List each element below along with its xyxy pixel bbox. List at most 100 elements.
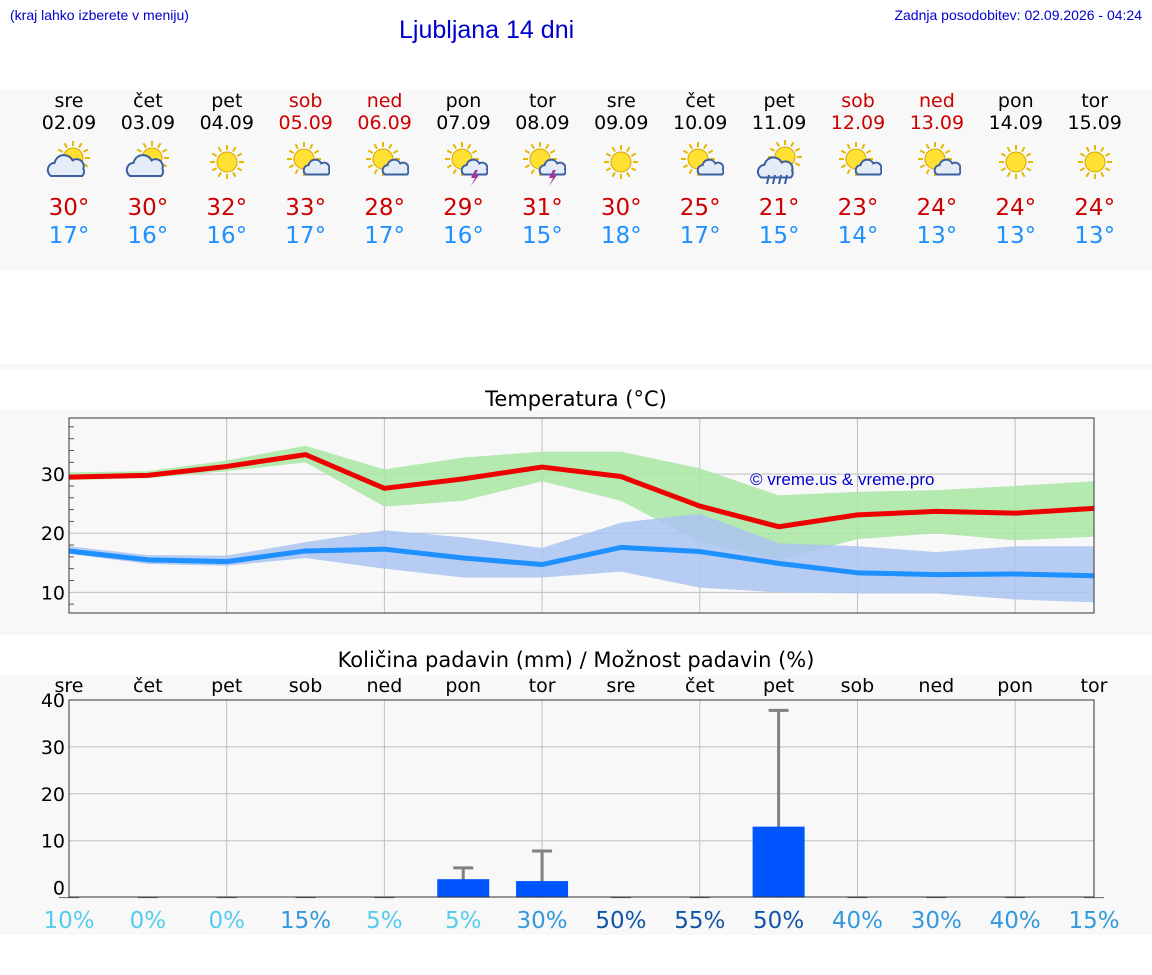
temp-min: 14°	[837, 223, 879, 249]
day-date: 03.09	[120, 112, 176, 134]
day-date: 13.09	[909, 112, 965, 134]
last-update: Zadnja posodobitev: 02.09.2026 - 04:24	[894, 7, 1142, 23]
y-tick-label: 0	[53, 878, 65, 900]
sun-small-cloud-icon	[839, 142, 882, 176]
day-column: pet 04.09 32° 16°	[187, 90, 267, 250]
precipitation-probability: 50%	[753, 908, 804, 934]
temp-min: 16°	[443, 223, 484, 249]
x-category-label: čet	[685, 675, 715, 697]
temp-max: 23°	[837, 195, 879, 221]
day-date: 06.09	[357, 112, 412, 134]
temp-max: 24°	[995, 195, 1037, 221]
sun-icon	[604, 145, 639, 179]
x-category-label: tor	[529, 675, 556, 697]
temp-min: 13°	[995, 223, 1037, 249]
day-name: sob	[288, 90, 323, 112]
day-column: pet 11.09 21° 15°	[739, 90, 819, 250]
day-column: pon 14.09 24° 13°	[976, 90, 1056, 250]
day-column: sre 02.09 30° 17°	[29, 90, 109, 250]
day-name: sre	[54, 90, 84, 112]
sun-icon	[1077, 145, 1112, 179]
precipitation-probability: 30%	[517, 908, 568, 934]
temp-max: 24°	[1074, 195, 1116, 221]
sun-small-cloud-icon	[681, 142, 725, 176]
precipitation-probability: 15%	[280, 908, 331, 934]
day-date: 12.09	[830, 112, 886, 134]
temp-min: 13°	[1074, 223, 1116, 249]
precipitation-chart-title: Količina padavin (mm) / Možnost padavin …	[337, 648, 815, 672]
day-column: pon 07.09 29° 16°	[424, 90, 504, 250]
temp-min: 13°	[916, 223, 958, 249]
x-category-label: čet	[133, 675, 163, 697]
day-column: sre 09.09 30° 18°	[581, 90, 661, 250]
sun-rain-icon	[757, 140, 803, 185]
day-date: 10.09	[672, 112, 728, 134]
temp-max: 21°	[758, 195, 800, 221]
temp-min: 16°	[206, 223, 248, 249]
x-category-label: ned	[366, 675, 402, 697]
temp-max: 29°	[443, 195, 484, 221]
sun-icon	[1077, 145, 1112, 179]
temp-max: 30°	[600, 195, 642, 221]
min-temperature-line	[68, 544, 1095, 579]
precipitation-bar	[516, 881, 569, 898]
sun-rain-icon	[757, 140, 803, 185]
day-name: pon	[997, 90, 1034, 112]
day-date: 07.09	[436, 112, 491, 134]
x-category-label: pet	[211, 675, 242, 697]
precipitation-probability: 5%	[366, 908, 403, 934]
day-column: tor 08.09 31° 15°	[502, 90, 582, 250]
day-name: pon	[445, 90, 482, 112]
precipitation-probability: 10%	[43, 908, 94, 934]
x-category-label: tor	[1081, 675, 1108, 697]
day-name: čet	[133, 90, 163, 112]
day-name: sre	[606, 90, 636, 112]
y-tick-label: 10	[41, 831, 65, 853]
sun-cloud-icon	[125, 141, 169, 177]
page-title: Ljubljana 14 dni	[399, 16, 575, 44]
sun-small-cloud-icon	[365, 142, 409, 176]
day-column: čet 03.09 30° 16°	[108, 90, 188, 250]
temp-max: 25°	[679, 195, 721, 221]
day-date: 05.09	[278, 112, 333, 134]
x-category-label: sre	[606, 675, 635, 697]
y-tick-label: 40	[41, 690, 65, 712]
temp-max: 24°	[916, 195, 958, 221]
precipitation-probability: 50%	[595, 908, 646, 934]
day-column: ned 13.09 24° 13°	[897, 90, 977, 250]
precipitation-probability: 40%	[832, 908, 883, 934]
day-name: ned	[366, 90, 403, 112]
temp-max: 32°	[206, 195, 248, 221]
plot-area	[69, 700, 1094, 897]
x-category-label: ned	[918, 675, 954, 697]
sun-small-cloud-icon	[365, 142, 409, 176]
precipitation-bar	[752, 826, 805, 898]
location-hint: (kraj lahko izberete v meniju)	[10, 7, 189, 23]
day-date: 09.09	[594, 112, 649, 134]
x-category-label: pon	[445, 675, 481, 697]
day-name: tor	[1081, 90, 1109, 112]
day-date: 15.09	[1067, 112, 1122, 134]
temp-min: 15°	[758, 223, 800, 249]
precipitation-probability: 5%	[445, 908, 482, 934]
day-column: ned 06.09 28° 17°	[345, 90, 425, 250]
sun-thunder-icon	[444, 142, 488, 186]
day-date: 14.09	[988, 112, 1043, 134]
x-category-label: pet	[763, 675, 794, 697]
sun-small-cloud-icon	[286, 142, 330, 176]
day-date: 11.09	[751, 112, 807, 134]
precipitation-probability: 0%	[208, 908, 245, 934]
x-category-label: sob	[841, 675, 875, 697]
temperature-chart-title: Temperatura (°C)	[485, 387, 667, 411]
sun-thunder-icon	[444, 142, 488, 186]
temp-min: 17°	[48, 223, 90, 249]
temp-min: 17°	[364, 223, 405, 249]
precipitation-probability: 40%	[990, 908, 1041, 934]
day-name: sob	[841, 90, 875, 112]
day-name: tor	[528, 90, 556, 112]
precipitation-probability: 55%	[674, 908, 725, 934]
day-column: tor 15.09 24° 13°	[1055, 90, 1135, 250]
sun-icon	[209, 145, 244, 179]
sun-small-cloud-icon	[917, 142, 961, 176]
